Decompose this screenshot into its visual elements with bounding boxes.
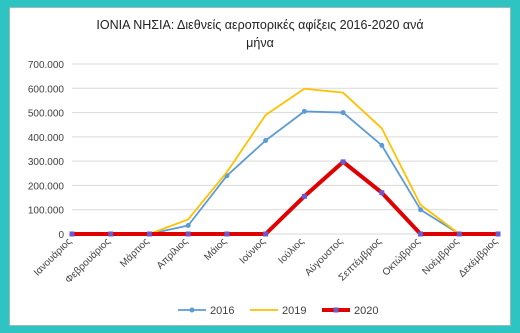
y-tick-label: 500.000 — [28, 109, 65, 120]
data-point-2016 — [418, 207, 424, 213]
data-point-2020 — [379, 190, 385, 196]
x-tick-label: Ιούνιος — [237, 236, 268, 267]
x-tick-label: Μάιος — [202, 236, 230, 264]
data-point-2020 — [224, 231, 230, 237]
data-point-2016 — [379, 142, 385, 148]
data-point-2020 — [301, 193, 307, 199]
data-point-2020 — [146, 231, 152, 237]
data-point-2020 — [69, 231, 75, 237]
legend-marker-2020 — [333, 307, 339, 313]
data-point-2016 — [263, 138, 269, 143]
y-tick-label: 100.000 — [28, 206, 65, 217]
x-tick-label: Αύγουστος — [302, 236, 345, 279]
x-tick-label: Ιούλιος — [276, 236, 307, 267]
x-tick-label: Οκτώβριος — [380, 236, 423, 279]
legend-label-2016: 2016 — [210, 305, 234, 317]
data-point-2020 — [418, 231, 424, 237]
data-point-2016 — [340, 110, 346, 116]
x-tick-label: Μάρτιος — [117, 236, 151, 270]
data-point-2020 — [108, 231, 114, 237]
chart-title-line-1: ΙΟΝΙΑ ΝΗΣΙΑ: Διεθνείς αεροπορικές αφίξει… — [96, 18, 424, 32]
chart-title-line-2: μήνα — [246, 36, 274, 50]
data-point-2016 — [185, 223, 191, 228]
y-tick-label: 0 — [58, 230, 64, 241]
x-tick-label: Δεκέμβριος — [456, 236, 500, 280]
data-point-2020 — [456, 231, 462, 237]
line-chart: 0 100.000 200.000 300.000 400.000 500.000 600.… — [28, 60, 501, 317]
y-tick-label: 400.000 — [28, 133, 65, 144]
data-point-2020 — [185, 231, 191, 237]
legend-marker-2016 — [189, 307, 195, 313]
x-tick-label: Νοέμβριος — [420, 236, 462, 278]
series-line-2020 — [72, 159, 498, 236]
chart-frame: ΙΟΝΙΑ ΝΗΣΙΑ: Διεθνείς αεροπορικές αφίξει… — [9, 7, 511, 326]
x-tick-label: Ιανουάριος — [31, 236, 74, 279]
x-tick-label: Απρίλιος — [154, 236, 190, 272]
data-point-2020 — [495, 231, 501, 237]
legend-label-2019: 2019 — [282, 305, 306, 317]
legend-label-2020: 2020 — [354, 305, 378, 317]
data-point-2020 — [263, 231, 269, 237]
y-tick-label: 700.000 — [28, 60, 65, 71]
data-point-2016 — [301, 108, 307, 114]
y-tick-label: 200.000 — [28, 181, 65, 192]
data-point-2020 — [340, 159, 346, 165]
y-tick-label: 300.000 — [28, 157, 65, 168]
y-tick-label: 600.000 — [28, 84, 65, 95]
